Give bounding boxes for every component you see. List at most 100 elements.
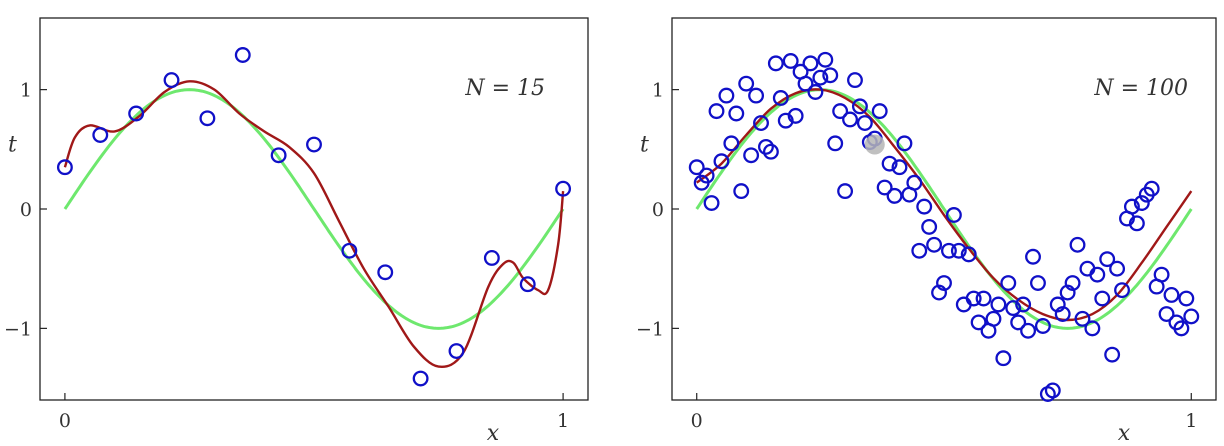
data-point (1123, 198, 1140, 215)
data-point (748, 87, 765, 104)
x-tick-label: 0 (691, 410, 703, 432)
x-axis-label: x (487, 421, 500, 446)
data-point (56, 159, 73, 176)
data-point (851, 98, 868, 115)
data-point (1030, 275, 1046, 291)
data-point (1054, 306, 1071, 323)
n-annotation: N = 100 (1093, 76, 1188, 101)
data-point (1114, 282, 1130, 299)
data-point (787, 107, 804, 124)
data-point (163, 72, 180, 89)
data-point (921, 218, 938, 235)
data-point (827, 135, 844, 152)
x-tick-label: 1 (1185, 410, 1197, 432)
data-point (975, 290, 992, 307)
data-point (970, 314, 987, 331)
data-point (1020, 322, 1037, 339)
y-tick-label: −1 (4, 318, 32, 340)
data-point (1143, 180, 1160, 197)
data-point (926, 236, 943, 253)
data-point (886, 187, 903, 204)
data-point (758, 138, 774, 155)
y-axis-label: t (8, 132, 17, 157)
y-tick-label: 0 (652, 199, 664, 221)
data-point (1064, 275, 1081, 291)
data-point (688, 159, 705, 176)
y-tick-label: 1 (652, 80, 664, 102)
data-point (916, 198, 933, 215)
y-tick-label: −1 (636, 318, 664, 340)
x-tick-label: 1 (557, 410, 569, 432)
chart-panel-2: 0 1 −1 0 1 x t N = 100 (636, 17, 1217, 446)
data-point (377, 264, 394, 281)
data-point (960, 246, 977, 263)
data-point (1133, 195, 1150, 211)
data-point (802, 55, 819, 72)
true-curve (63, 88, 565, 330)
data-point (483, 249, 500, 266)
data-point (797, 75, 814, 92)
data-point (128, 105, 145, 122)
data-point (723, 135, 740, 152)
data-point (812, 69, 829, 86)
data-point (936, 275, 952, 291)
data-point (1099, 251, 1116, 268)
y-axis-label: t (640, 132, 649, 157)
data-point (817, 51, 834, 68)
data-point (1010, 314, 1027, 331)
data-point (1178, 290, 1195, 307)
fit-curve (63, 80, 565, 369)
data-point (762, 143, 779, 160)
data-point (698, 167, 715, 184)
data-point (931, 284, 948, 301)
data-point (1069, 236, 1086, 253)
y-tick-label: 1 (20, 80, 32, 102)
data-point (743, 147, 760, 164)
data-point (412, 370, 429, 387)
data-point (1074, 310, 1091, 327)
data-point (906, 174, 923, 191)
data-point (728, 105, 745, 122)
data-point (896, 135, 913, 152)
data-point (713, 153, 730, 170)
data-point (306, 136, 322, 153)
data-point (733, 183, 750, 200)
data-point (738, 75, 755, 92)
data-point (822, 67, 839, 84)
data-point (782, 53, 799, 69)
data-point (1000, 275, 1017, 291)
data-point (940, 242, 957, 259)
data-point (1128, 215, 1145, 232)
data-point (1104, 346, 1121, 363)
data-point (772, 90, 789, 106)
data-point (1049, 296, 1066, 313)
data-point (995, 350, 1012, 367)
data-point (1034, 318, 1051, 334)
data-point (1173, 320, 1190, 337)
data-point (199, 110, 216, 127)
data-point (1109, 260, 1126, 277)
data-point (985, 310, 1002, 327)
data-point (270, 147, 287, 164)
data-point (703, 195, 720, 211)
data-point (990, 296, 1007, 313)
x-axis-label: x (1118, 421, 1131, 446)
y-tick-label: 0 (20, 199, 32, 221)
data-point (856, 115, 873, 132)
data-point (1089, 266, 1106, 283)
data-point (1044, 382, 1061, 399)
data-point (1183, 308, 1200, 325)
data-point (911, 242, 928, 259)
data-point (1059, 284, 1076, 301)
data-point (847, 72, 863, 89)
data-point (1163, 287, 1180, 303)
data-point (837, 183, 854, 200)
x-tick-label: 0 (59, 410, 71, 432)
data-point (1153, 266, 1170, 283)
cursor-dot (864, 134, 885, 155)
data-point (1015, 296, 1032, 313)
data-point (945, 207, 962, 223)
data-point (718, 87, 735, 104)
